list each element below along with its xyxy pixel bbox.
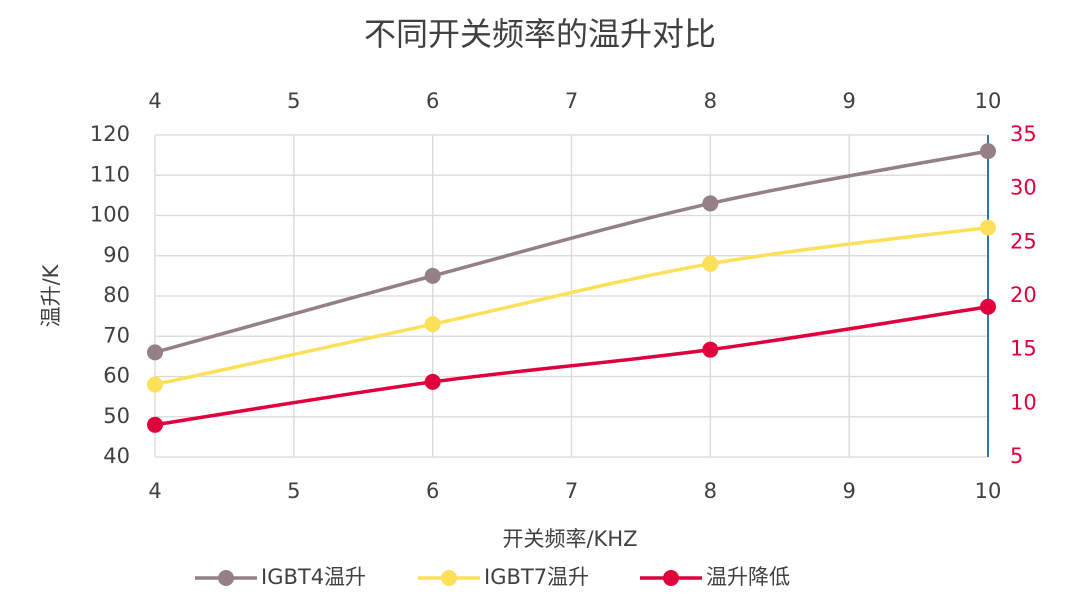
x2-tick-label: 5 [287, 89, 300, 113]
y-tick-label: 40 [103, 444, 130, 468]
point [702, 341, 719, 358]
point [424, 267, 441, 284]
y-tick-label: 70 [103, 323, 130, 347]
chart-title: 不同开关频率的温升对比 [364, 15, 716, 53]
series-line [154, 225, 989, 387]
x2-tick-label: 9 [842, 89, 855, 113]
y-tick-label: 60 [103, 364, 130, 388]
point [147, 376, 163, 393]
y-tick-label: 100 [90, 203, 130, 227]
x-tick-label: 6 [426, 479, 439, 503]
y2-tick-label: 10 [1010, 390, 1037, 414]
x-tick-label: 8 [704, 479, 717, 503]
y2-tick-label: 20 [1010, 283, 1037, 307]
y2-tick-label: 25 [1010, 229, 1037, 253]
x-tick-label: 5 [287, 479, 300, 503]
x-axis-label: 开关频率/KHZ [502, 527, 637, 551]
point [424, 316, 441, 333]
x2-tick-label: 8 [704, 89, 717, 113]
y-tick-label: 90 [103, 243, 130, 267]
legend-marker [218, 570, 234, 586]
x-tick-label: 7 [565, 479, 578, 503]
point [147, 344, 163, 361]
y-tick-label: 120 [90, 122, 130, 146]
y-tick-label: 80 [103, 283, 130, 307]
point [980, 219, 996, 236]
x2-tick-label: 7 [565, 89, 578, 113]
y2-tick-label: 5 [1010, 444, 1023, 468]
x2-tick-label: 10 [975, 89, 1002, 113]
point [424, 373, 441, 390]
y2-tick-label: 15 [1010, 337, 1037, 361]
legend-label: IGBT7温升 [484, 565, 589, 589]
y2-tick-label: 30 [1010, 176, 1037, 200]
x2-tick-label: 4 [148, 89, 161, 113]
point [980, 298, 996, 315]
point [702, 255, 719, 272]
legend-label: 温升降低 [706, 565, 790, 589]
point [147, 416, 163, 433]
legend-label: IGBT4温升 [261, 565, 366, 589]
y-axis-label: 温升/K [39, 263, 63, 327]
point [702, 195, 719, 212]
x-tick-label: 10 [975, 479, 1002, 503]
x-tick-label: 9 [842, 479, 855, 503]
x-tick-label: 4 [148, 479, 161, 503]
point [980, 143, 996, 160]
y2-tick-label: 35 [1010, 122, 1037, 146]
y-tick-label: 50 [103, 404, 130, 428]
x2-tick-label: 6 [426, 89, 439, 113]
series-line [154, 149, 989, 355]
series-line [154, 305, 989, 427]
legend-marker [663, 570, 679, 586]
y-tick-label: 110 [90, 162, 130, 186]
legend-marker [441, 570, 457, 586]
